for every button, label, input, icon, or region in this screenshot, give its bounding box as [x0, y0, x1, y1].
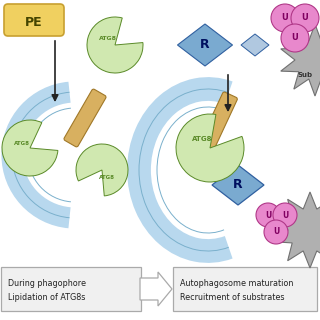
Circle shape [273, 203, 297, 227]
Polygon shape [212, 165, 264, 205]
Text: Recruitment of substrates: Recruitment of substrates [180, 293, 284, 302]
Wedge shape [76, 144, 128, 196]
Text: ATG8: ATG8 [99, 175, 115, 180]
FancyBboxPatch shape [4, 4, 64, 36]
Polygon shape [241, 34, 269, 56]
Circle shape [256, 203, 280, 227]
Text: U: U [282, 13, 288, 22]
Text: R: R [233, 179, 243, 191]
Circle shape [271, 4, 299, 32]
Text: U: U [273, 228, 279, 236]
Text: Autophagosome maturation: Autophagosome maturation [180, 278, 293, 287]
Text: U: U [302, 13, 308, 22]
Text: ATG8: ATG8 [192, 136, 212, 142]
Polygon shape [140, 272, 172, 306]
Text: ATG8: ATG8 [13, 140, 29, 146]
Wedge shape [176, 114, 244, 182]
Text: U: U [292, 34, 298, 43]
FancyBboxPatch shape [173, 267, 317, 311]
Text: R: R [200, 38, 210, 52]
FancyBboxPatch shape [199, 92, 237, 152]
Text: ATG8: ATG8 [99, 36, 116, 41]
Text: Lipidation of ATG8s: Lipidation of ATG8s [8, 293, 85, 302]
Text: Sub: Sub [297, 72, 313, 78]
Text: U: U [265, 211, 271, 220]
Circle shape [281, 24, 309, 52]
Polygon shape [178, 24, 233, 66]
Text: During phagophore: During phagophore [8, 278, 86, 287]
Wedge shape [2, 120, 58, 176]
Polygon shape [281, 24, 320, 96]
FancyBboxPatch shape [1, 267, 141, 311]
Text: PE: PE [25, 15, 43, 28]
FancyBboxPatch shape [64, 89, 106, 147]
Text: U: U [282, 211, 288, 220]
Polygon shape [274, 192, 320, 268]
Wedge shape [87, 17, 143, 73]
Circle shape [264, 220, 288, 244]
Circle shape [291, 4, 319, 32]
